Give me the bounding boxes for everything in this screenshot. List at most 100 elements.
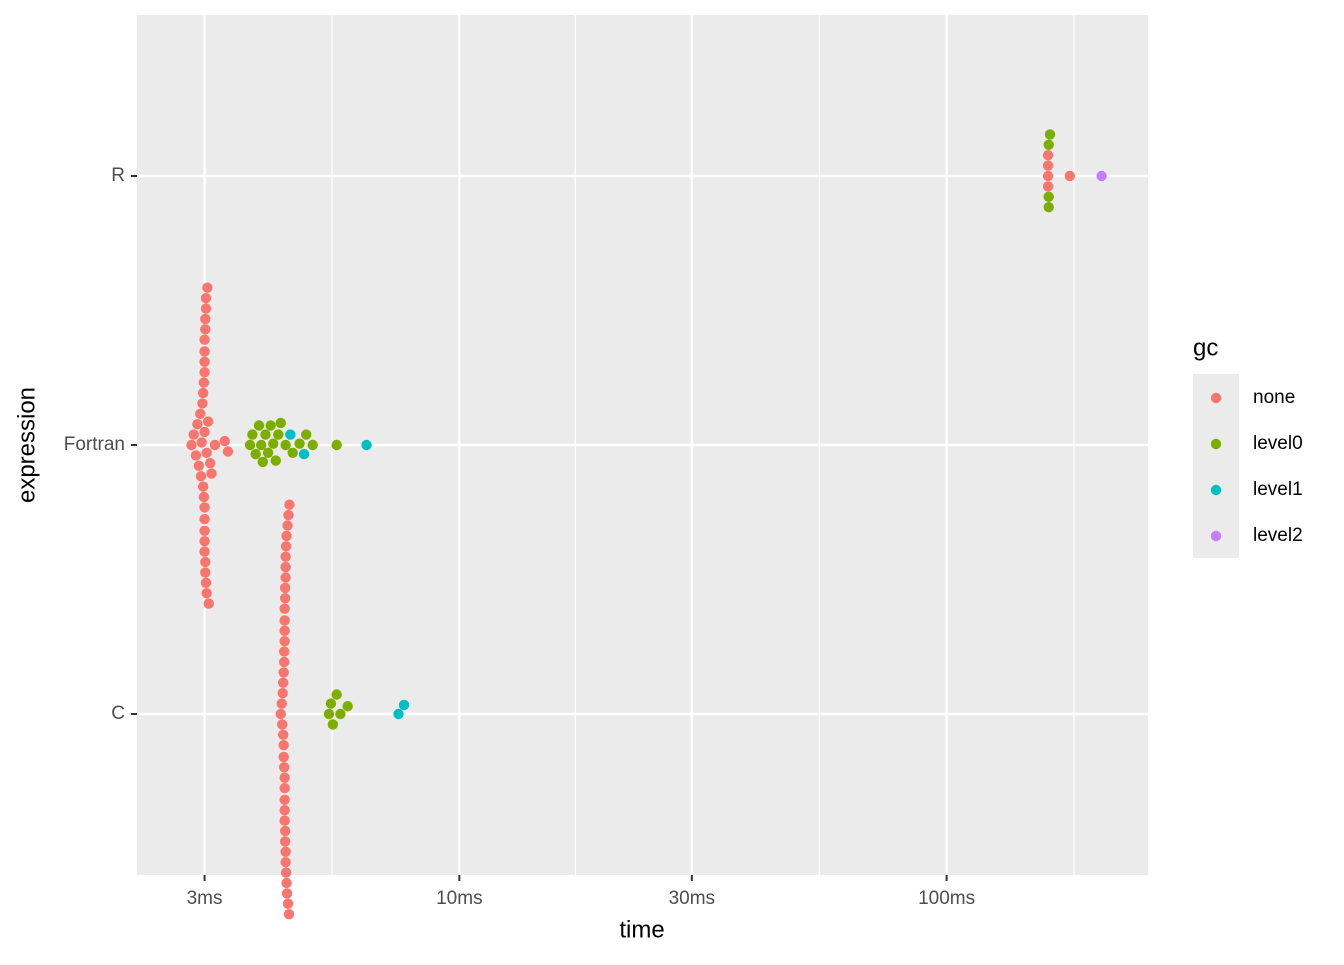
point — [196, 437, 207, 448]
point — [1043, 191, 1054, 202]
point — [190, 450, 202, 461]
point — [275, 417, 286, 429]
point — [244, 439, 256, 451]
point — [279, 636, 290, 647]
point — [198, 491, 210, 503]
point — [202, 416, 214, 427]
point — [325, 698, 337, 709]
point — [277, 729, 289, 740]
point — [204, 458, 216, 469]
point — [193, 460, 205, 471]
point — [279, 825, 291, 837]
point — [201, 447, 212, 458]
point — [279, 772, 290, 783]
point — [1096, 170, 1107, 182]
legend-key-bg — [1193, 374, 1239, 558]
point — [199, 525, 210, 536]
point — [273, 429, 284, 440]
y-axis-title: expression — [13, 387, 40, 503]
point — [202, 282, 213, 293]
point — [280, 439, 291, 451]
point — [260, 429, 271, 440]
point — [268, 438, 279, 449]
point — [200, 303, 212, 314]
point — [281, 530, 292, 542]
point — [201, 588, 212, 599]
legend-key — [1210, 484, 1222, 496]
point — [199, 426, 210, 438]
point — [280, 572, 291, 583]
legend-label: none — [1253, 387, 1295, 408]
point — [277, 677, 289, 688]
legend-label: level2 — [1253, 525, 1303, 546]
point — [209, 439, 221, 451]
point — [197, 481, 209, 492]
point — [200, 292, 212, 304]
legend-key — [1210, 530, 1222, 542]
point — [250, 448, 261, 460]
point — [186, 439, 197, 451]
point — [257, 456, 268, 468]
x-tick-label: 100ms — [918, 888, 975, 909]
point — [262, 447, 274, 458]
point — [278, 762, 290, 773]
point — [199, 536, 210, 547]
point — [393, 708, 404, 720]
point — [200, 556, 211, 568]
legend-label: level1 — [1253, 479, 1303, 500]
y-tick-label: C — [111, 703, 125, 724]
point — [279, 836, 291, 847]
point — [199, 334, 210, 345]
point — [280, 867, 292, 878]
point — [287, 447, 298, 458]
point — [188, 429, 199, 440]
point — [255, 439, 267, 451]
point — [280, 846, 291, 857]
legend-key — [1210, 438, 1222, 450]
point — [222, 446, 234, 457]
point — [200, 324, 211, 335]
point — [1043, 139, 1054, 150]
point — [278, 656, 290, 668]
point — [206, 468, 217, 479]
point — [294, 438, 305, 449]
point — [247, 429, 258, 440]
point — [282, 898, 294, 909]
point — [270, 455, 281, 466]
y-tick-label: Fortran — [64, 434, 125, 455]
point — [276, 698, 287, 709]
point — [278, 667, 289, 678]
point — [1064, 170, 1076, 182]
point — [280, 561, 291, 573]
point — [275, 708, 286, 720]
point — [1042, 170, 1054, 182]
point — [298, 448, 310, 460]
point — [331, 439, 342, 451]
point — [279, 582, 291, 594]
point — [283, 509, 294, 521]
point — [203, 598, 214, 609]
x-axis-title: time — [619, 916, 664, 943]
point — [200, 313, 211, 325]
point — [195, 408, 206, 419]
point — [199, 346, 210, 357]
point — [1042, 150, 1054, 161]
point — [278, 751, 289, 763]
point — [265, 420, 276, 431]
point — [285, 429, 296, 440]
point — [219, 435, 230, 447]
x-tick-label: 10ms — [436, 888, 482, 909]
point — [283, 909, 295, 920]
x-tick-label: 30ms — [669, 888, 715, 909]
point — [279, 593, 291, 604]
x-tick-label: 3ms — [187, 888, 223, 909]
point — [199, 502, 210, 513]
point — [323, 708, 335, 720]
point — [279, 815, 290, 826]
point — [199, 356, 210, 367]
point — [277, 688, 288, 699]
point — [279, 794, 290, 805]
point — [281, 888, 293, 899]
point — [198, 377, 210, 388]
